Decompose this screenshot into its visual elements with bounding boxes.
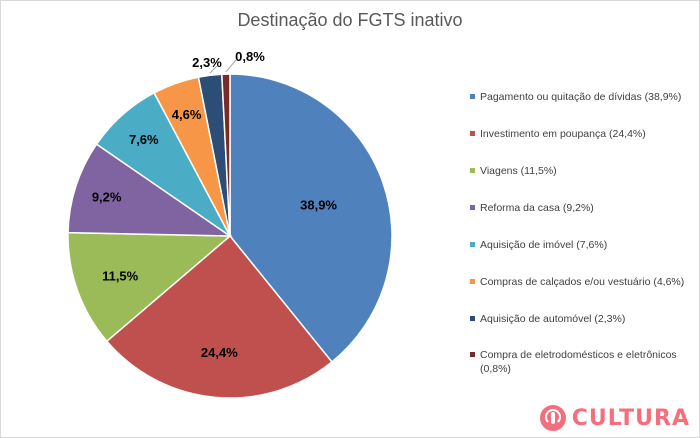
legend-item-5: Aquisição de imóvel (7,6%) [470,238,700,252]
data-label-5: 7,6% [129,132,159,147]
pie-slice-2 [105,234,333,399]
legend-swatch [470,316,475,321]
pie-slice-8 [221,73,231,237]
legend-item-7: Aquisição de automóvel (2,3%) [470,312,700,326]
pie-slice-1 [229,73,393,364]
legend-swatch [470,352,475,357]
data-label-8: 0,8% [235,49,265,64]
legend-swatch [470,205,475,210]
chart-title: Destinação do FGTS inativo [237,10,463,30]
brand-name: CULTURA [571,405,690,431]
legend-label: Compras de calçados e/ou vestuário (4,6%… [480,276,685,288]
legend-label: Compra de eletrodomésticos e eletrônicos… [480,349,677,375]
legend-swatch [470,168,475,173]
leader-line-8 [225,59,237,73]
legend-item-3: Viagens (11,5%) [470,164,700,178]
legend-label: Reforma da casa (9,2%) [480,202,594,214]
brand-logo: CULTURA [539,404,690,432]
pie-slice-3 [67,231,232,343]
legend-swatch [470,242,475,247]
data-label-7: 2,3% [192,55,222,70]
legend-swatch [470,94,475,99]
data-label-6: 4,6% [172,107,202,122]
legend-item-4: Reforma da casa (9,2%) [470,201,700,215]
legend-label: Aquisição de automóvel (2,3%) [480,313,626,325]
legend-swatch [470,279,475,284]
data-label-2: 24,4% [201,345,238,360]
broadcast-icon [539,405,566,431]
legend-item-6: Compras de calçados e/ou vestuário (4,6%… [470,275,700,289]
legend-label: Pagamento ou quitação de dívidas (38,9%) [480,91,682,103]
leader-line-7 [209,65,218,74]
pie-slice-4 [67,143,233,237]
data-label-4: 9,2% [92,189,122,204]
legend-item-1: Pagamento ou quitação de dívidas (38,9%) [470,90,700,104]
legend-item-2: Investimento em poupança (24,4%) [470,127,700,141]
legend-item-8: Compra de eletrodomésticos e eletrônicos… [470,348,700,376]
legend-label: Investimento em poupança (24,4%) [480,128,646,140]
legend-swatch [470,131,475,136]
legend-label: Aquisição de imóvel (7,6%) [480,239,608,251]
legend-label: Viagens (11,5%) [480,165,557,177]
data-label-1: 38,9% [300,198,337,213]
data-label-3: 11,5% [102,268,139,283]
